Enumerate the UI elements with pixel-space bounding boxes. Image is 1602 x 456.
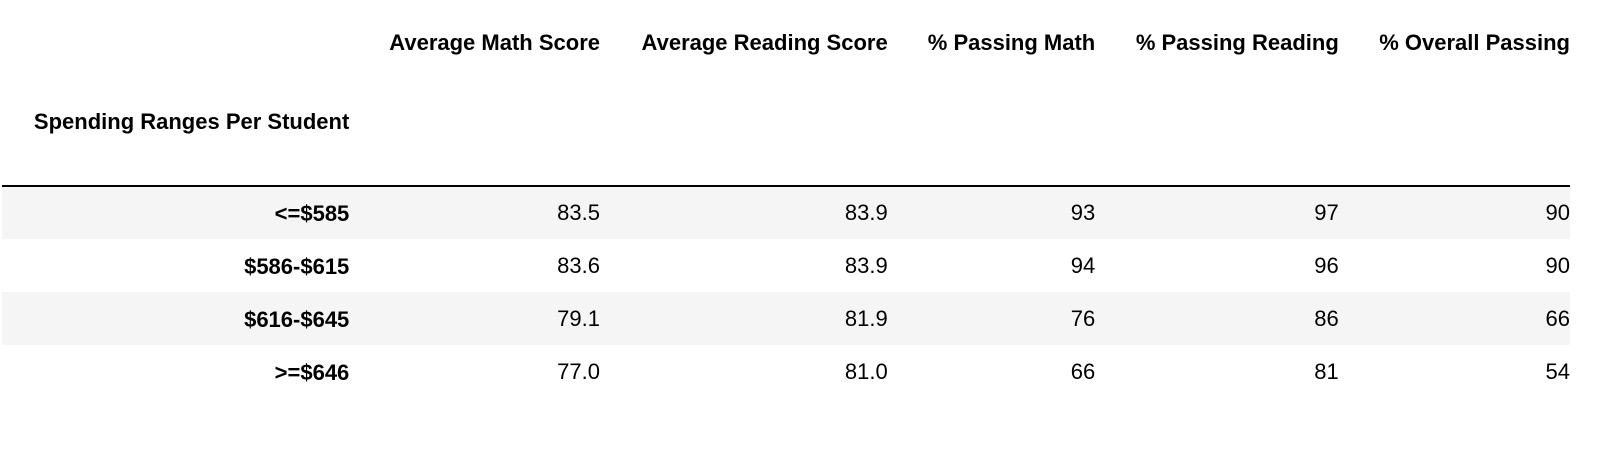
- table-cell: 81.9: [844, 305, 888, 331]
- column-header: % Overall Passing: [1379, 30, 1570, 55]
- row-index-label: $616-$645: [244, 306, 350, 332]
- column-header-row: Average Math Score Average Reading Score…: [2, 0, 1570, 108]
- table-row: $586-$615 83.6 83.9 94 96 90: [2, 239, 1570, 292]
- column-header: Average Reading Score: [641, 30, 888, 55]
- row-index-label: <=$585: [274, 201, 350, 226]
- table-cell: 83.6: [557, 252, 600, 278]
- table-cell: 83.9: [844, 200, 888, 225]
- table-row: <=$585 83.5 83.9 93 97 90: [2, 186, 1570, 239]
- table-cell: 93: [1070, 200, 1096, 225]
- table-cell: 94: [1070, 252, 1096, 278]
- table-cell: 79.1: [557, 305, 600, 331]
- index-header-row: Spending Ranges Per Student: [2, 108, 1570, 186]
- table-cell: 66: [1545, 305, 1570, 331]
- dataframe-table: Average Math Score Average Reading Score…: [2, 0, 1570, 398]
- table-cell: 81.0: [844, 358, 888, 384]
- blank-header-cell: [1339, 108, 1570, 186]
- table-cell: 96: [1314, 252, 1339, 278]
- table-cell: 90: [1545, 200, 1570, 225]
- row-index-label: >=$646: [274, 359, 350, 385]
- column-header: % Passing Reading: [1135, 30, 1339, 55]
- table-row: >=$646 77.0 81.0 66 81 54: [2, 345, 1570, 398]
- table-cell: 76: [1070, 305, 1096, 331]
- table-cell: 54: [1545, 358, 1570, 384]
- table-cell: 90: [1545, 252, 1570, 278]
- blank-header-cell: [1095, 108, 1339, 186]
- table-row: $616-$645 79.1 81.9 76 86 66: [2, 292, 1570, 345]
- blank-header-cell: [888, 108, 1096, 186]
- column-header: % Passing Math: [927, 30, 1096, 55]
- table-cell: 81: [1314, 358, 1339, 384]
- blank-header-cell: [349, 108, 600, 186]
- blank-header-cell: [600, 108, 888, 186]
- table-cell: 86: [1314, 305, 1339, 331]
- table-body: <=$585 83.5 83.9 93 97 90 $586-$615 83.6…: [2, 186, 1570, 398]
- column-header: Average Math Score: [389, 30, 600, 55]
- blank-header-cell: [2, 0, 349, 108]
- table-cell: 77.0: [557, 358, 600, 384]
- index-name-header: Spending Ranges Per Student: [33, 109, 350, 134]
- row-index-label: $586-$615: [244, 253, 350, 279]
- table-cell: 66: [1070, 358, 1096, 384]
- table-cell: 97: [1314, 200, 1339, 225]
- table-header: Average Math Score Average Reading Score…: [2, 0, 1570, 186]
- table-cell: 83.9: [844, 252, 888, 278]
- table-cell: 83.5: [557, 200, 600, 225]
